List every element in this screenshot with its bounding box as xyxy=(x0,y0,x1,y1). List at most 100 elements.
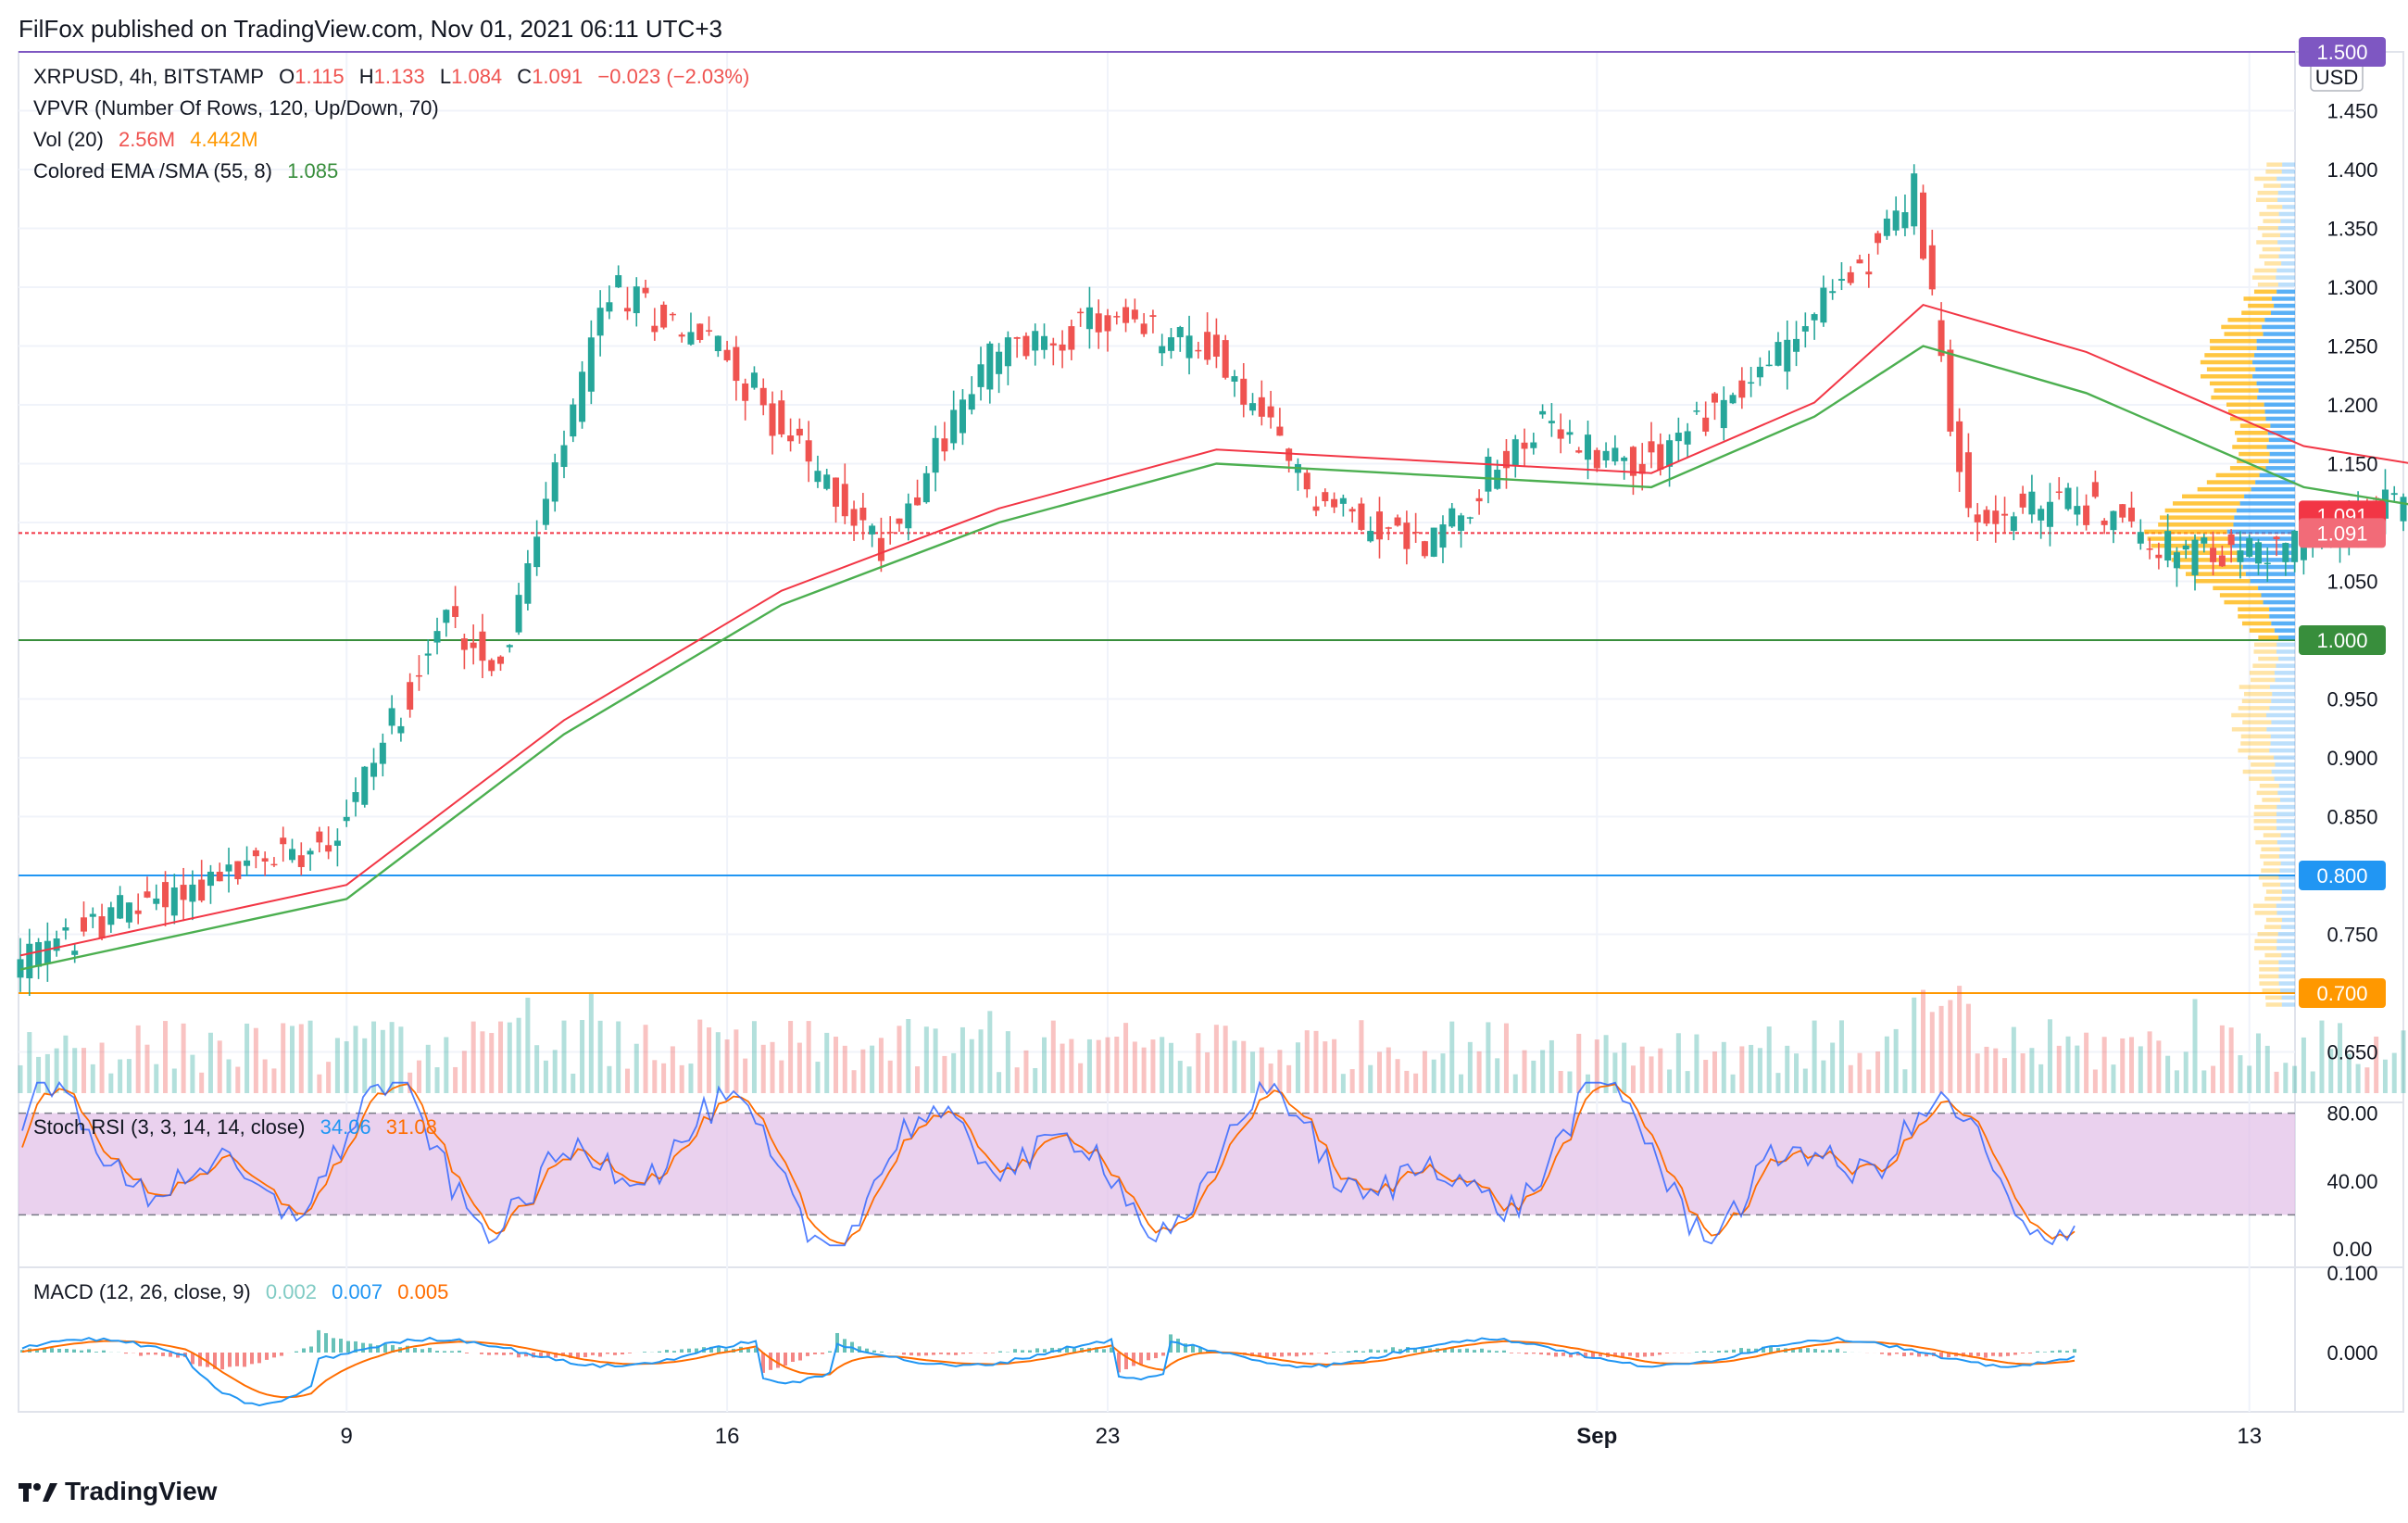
volume-bar xyxy=(2183,1051,2189,1093)
volume-bar xyxy=(1078,1063,1084,1093)
ema-legend[interactable]: Colored EMA /SMA (55, 8) 1.085 xyxy=(33,159,339,183)
candle-body xyxy=(2155,554,2163,559)
time-tick-label: 16 xyxy=(715,1424,740,1449)
volume-bar xyxy=(1929,1012,1935,1093)
volume-bar xyxy=(2174,1070,2179,1093)
macd-hist-bar xyxy=(591,1353,595,1355)
macd-tick-label: 0.100 xyxy=(2326,1262,2377,1285)
candle-body xyxy=(198,879,206,901)
candle-body xyxy=(1593,449,1600,469)
volume-bar xyxy=(1160,1037,1165,1093)
macd-hist-bar xyxy=(1636,1353,1639,1358)
macd-hist-bar xyxy=(717,1346,721,1353)
vpvr-row-down xyxy=(2147,536,2229,541)
horizontal-levels xyxy=(19,51,2295,994)
vpvr-row-down xyxy=(2259,783,2279,788)
candle-body xyxy=(1367,531,1374,542)
vpvr-row-up xyxy=(2236,508,2295,513)
price-tick-label: 1.050 xyxy=(2326,571,2377,594)
volume-bar xyxy=(760,1044,766,1093)
volume-bar xyxy=(480,1031,485,1093)
volume-bar xyxy=(1712,1051,1717,1093)
tradingview-logo[interactable]: TradingView xyxy=(19,1477,217,1506)
volume-bar xyxy=(2338,1023,2343,1093)
candle-body xyxy=(407,682,414,711)
macd-hist-bar xyxy=(917,1353,921,1356)
vpvr-row-down xyxy=(2258,960,2279,964)
volume-legend[interactable]: Vol (20) 2.56M 4.442M xyxy=(33,128,258,151)
vpvr-row-down xyxy=(2242,769,2272,774)
volume-bar xyxy=(1567,1071,1573,1093)
vpvr-row-down xyxy=(2238,614,2270,619)
volume-bar xyxy=(1386,1047,1391,1093)
candle-body xyxy=(1231,376,1238,382)
macd-hist-bar xyxy=(1902,1353,1906,1357)
vpvr-row-down xyxy=(2262,233,2281,238)
candle-body xyxy=(1149,315,1157,318)
candle-body xyxy=(1430,527,1437,557)
vpvr-row-down xyxy=(2241,621,2272,626)
vpvr-row-down xyxy=(2256,197,2278,203)
vpvr-row-up xyxy=(2277,932,2295,937)
volume-bar xyxy=(2011,1026,2016,1093)
candle-body xyxy=(170,887,178,916)
macd-hist-bar xyxy=(443,1351,446,1353)
ohlc-open: O1.115 xyxy=(279,65,345,88)
candle-body xyxy=(1983,510,1990,524)
macd-hist-bar xyxy=(1391,1347,1395,1353)
candle-body xyxy=(1548,421,1555,423)
macd-hist-bar xyxy=(1776,1348,1780,1353)
volume-bar xyxy=(54,1048,59,1093)
vpvr-legend[interactable]: VPVR (Number Of Rows, 120, Up/Down, 70) xyxy=(33,96,439,120)
volume-bar xyxy=(1177,1061,1183,1093)
volume-bar xyxy=(1241,1040,1247,1093)
candle-body xyxy=(2182,545,2189,550)
macd-hist-bar xyxy=(1880,1353,1884,1354)
volume-bar xyxy=(597,1020,603,1093)
price-tick-label: 1.300 xyxy=(2326,276,2377,299)
candle-body xyxy=(1829,291,1837,294)
vpvr-row-up xyxy=(2264,318,2295,322)
candle-body xyxy=(98,916,106,938)
macd-hist-bar xyxy=(1347,1351,1350,1353)
volume-bar xyxy=(743,1058,748,1093)
macd-hist-bar xyxy=(1569,1353,1573,1358)
macd-hist-bar xyxy=(1576,1353,1580,1356)
candle-body xyxy=(26,943,33,979)
stoch-d-value: 31.08 xyxy=(385,1115,437,1139)
vpvr-row-up xyxy=(2281,952,2295,958)
vpvr-row-up xyxy=(2279,868,2295,873)
candle-body xyxy=(2010,516,2017,531)
volume-bar xyxy=(1467,1041,1473,1093)
vpvr-row-up xyxy=(2265,466,2295,471)
macd-hist-bar xyxy=(695,1348,698,1353)
volume-bar xyxy=(1893,1028,1899,1093)
macd-pane xyxy=(20,1329,2076,1407)
vpvr-row-up xyxy=(2264,402,2295,407)
candle-body xyxy=(1312,506,1320,511)
volume-bar xyxy=(1105,1037,1110,1093)
macd-hist-bar xyxy=(1613,1353,1617,1357)
symbol-name[interactable]: XRPUSD, 4h, BITSTAMP xyxy=(33,65,264,88)
candle-body xyxy=(814,471,821,483)
macd-legend[interactable]: MACD (12, 26, close, 9) 0.002 0.007 0.00… xyxy=(33,1280,449,1303)
vpvr-row-down xyxy=(2254,804,2277,810)
candle-body xyxy=(1557,429,1564,439)
candle-body xyxy=(1911,173,1918,227)
macd-hist-bar xyxy=(1265,1353,1269,1357)
vpvr-row-down xyxy=(2178,564,2243,570)
stoch-legend[interactable]: Stoch RSI (3, 3, 14, 14, close) 34.06 31… xyxy=(33,1115,437,1139)
volume-bar xyxy=(226,1059,232,1093)
vpvr-row-up xyxy=(2271,699,2295,704)
candle-body xyxy=(1602,450,1610,461)
candle-body xyxy=(1511,439,1519,466)
volume-bar xyxy=(108,1073,114,1093)
candle-body xyxy=(1992,510,2000,524)
vpvr-row-down xyxy=(2200,359,2253,365)
candle-body xyxy=(932,437,939,473)
candle-body xyxy=(606,302,613,312)
volume-bar xyxy=(1332,1038,1337,1093)
candle-body xyxy=(153,898,160,904)
volume-bar xyxy=(543,1060,548,1093)
